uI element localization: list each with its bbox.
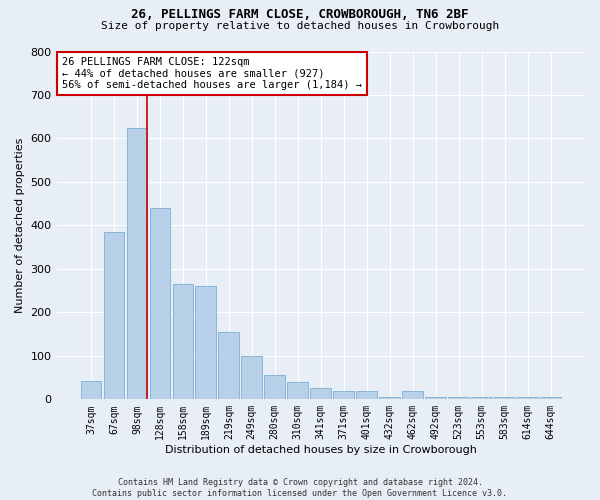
Text: Size of property relative to detached houses in Crowborough: Size of property relative to detached ho… (101, 21, 499, 31)
Bar (173, 284, 193, 400)
Bar (540, 397, 561, 400)
Bar (218, 332, 239, 400)
Bar (356, 390, 377, 400)
Text: 26, PELLINGS FARM CLOSE, CROWBOROUGH, TN6 2BF: 26, PELLINGS FARM CLOSE, CROWBOROUGH, TN… (131, 8, 469, 20)
Bar (104, 232, 124, 400)
Bar (287, 382, 308, 400)
Bar (334, 390, 354, 400)
Bar (448, 397, 469, 400)
Bar (127, 128, 147, 400)
Bar (310, 388, 331, 400)
Bar (196, 286, 216, 400)
X-axis label: Distribution of detached houses by size in Crowborough: Distribution of detached houses by size … (165, 445, 477, 455)
Bar (425, 397, 446, 400)
Bar (149, 208, 170, 400)
Text: 26 PELLINGS FARM CLOSE: 122sqm
← 44% of detached houses are smaller (927)
56% of: 26 PELLINGS FARM CLOSE: 122sqm ← 44% of … (62, 56, 362, 90)
Bar (403, 390, 423, 400)
Bar (517, 397, 538, 400)
Bar (265, 376, 285, 400)
Bar (494, 397, 515, 400)
Bar (472, 397, 492, 400)
Bar (80, 381, 101, 400)
Y-axis label: Number of detached properties: Number of detached properties (15, 138, 25, 313)
Bar (379, 397, 400, 400)
Bar (241, 356, 262, 400)
Text: Contains HM Land Registry data © Crown copyright and database right 2024.
Contai: Contains HM Land Registry data © Crown c… (92, 478, 508, 498)
